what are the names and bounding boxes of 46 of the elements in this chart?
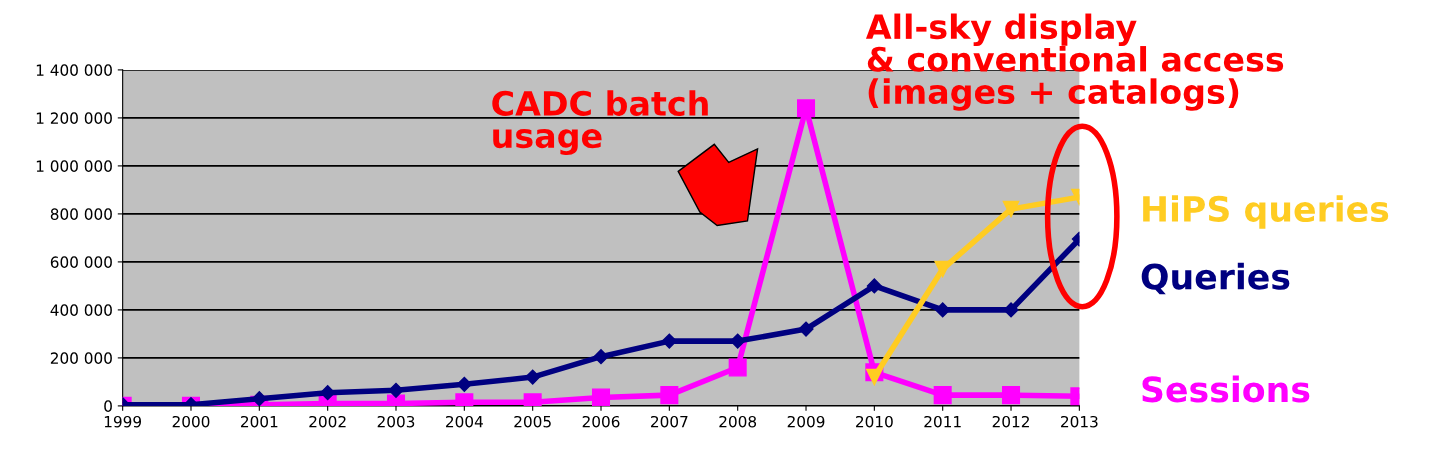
point xyxy=(388,382,404,398)
x-tick-label: 2007 xyxy=(651,415,688,428)
point xyxy=(593,349,609,365)
annotation: All-sky display & conventional access (images + catalogs) xyxy=(865,13,1284,111)
series-label: Queries xyxy=(1141,262,1290,295)
x-tick-label: 2003 xyxy=(377,415,415,428)
point xyxy=(1001,386,1021,405)
series-label: Sessions xyxy=(1142,375,1310,403)
y-tick-label: 600 000 xyxy=(50,256,112,268)
x-tick-label: 2009 xyxy=(787,415,825,428)
x-tick-label: 2011 xyxy=(924,415,961,428)
point xyxy=(935,302,951,318)
y-tick-label: 800 000 xyxy=(50,208,112,220)
annotation: CADC batch usage xyxy=(492,90,708,155)
y-tick-label: 1 400 000 xyxy=(36,64,112,76)
x-tick-label: 1999 xyxy=(104,415,142,428)
series-label: HiPS queries xyxy=(1143,195,1389,229)
point xyxy=(660,386,679,405)
y-tick-label: 400 000 xyxy=(50,304,112,316)
x-tick-label: 2000 xyxy=(172,415,210,428)
point xyxy=(1002,200,1020,218)
y-tick-label: 200 000 xyxy=(50,352,112,364)
point xyxy=(730,333,746,349)
point xyxy=(525,369,541,385)
point xyxy=(796,99,816,118)
point xyxy=(1003,302,1019,318)
x-tick-label: 2001 xyxy=(241,415,278,428)
point xyxy=(661,333,677,349)
x-tick-label: 2005 xyxy=(514,415,551,428)
x-tick-label: 2013 xyxy=(1061,415,1098,428)
point xyxy=(251,391,267,406)
x-tick-label: 2012 xyxy=(992,415,1029,428)
y-tick-label: 0 xyxy=(104,400,112,412)
point xyxy=(933,386,952,405)
point xyxy=(591,388,611,406)
x-tick-label: 2008 xyxy=(719,415,757,428)
point xyxy=(728,358,747,377)
x-tick-label: 2004 xyxy=(446,415,483,428)
y-tick-label: 1 200 000 xyxy=(36,112,112,124)
x-tick-label: 2002 xyxy=(309,415,346,428)
x-tick-label: 2006 xyxy=(582,415,620,428)
point xyxy=(798,321,814,337)
x-tick-label: 2010 xyxy=(856,415,893,428)
point xyxy=(866,368,883,386)
point xyxy=(866,278,882,294)
y-tick-label: 1 000 000 xyxy=(36,160,112,172)
